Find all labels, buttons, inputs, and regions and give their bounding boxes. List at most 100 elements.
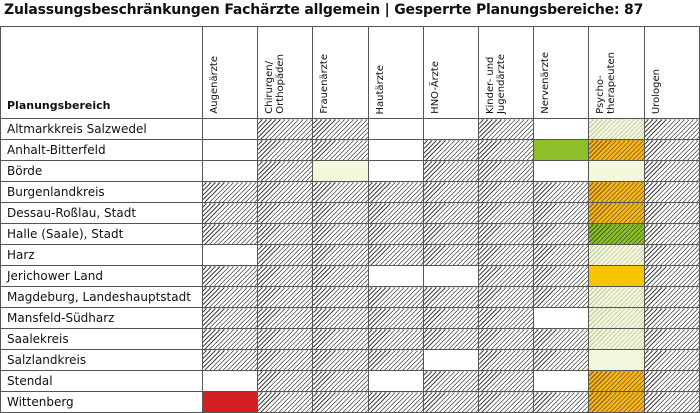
header-row: Planungsbereich Augenärzte Chirurgen/ Ort… bbox=[0, 26, 700, 119]
table-row: Jerichower Land bbox=[0, 265, 700, 287]
status-cell bbox=[201, 349, 259, 371]
table-row: Anhalt-Bitterfeld bbox=[0, 139, 700, 161]
status-cell bbox=[367, 370, 424, 392]
column-header-label: Augenärzte bbox=[208, 56, 220, 114]
status-cell bbox=[257, 391, 314, 413]
table-body: Altmarkkreis Salzwedel Anhalt-Bitterfeld B… bbox=[0, 118, 700, 413]
region-name: Burgenlandkreis bbox=[0, 181, 203, 203]
status-cell bbox=[257, 265, 314, 287]
status-cell bbox=[588, 286, 645, 308]
status-cell bbox=[367, 391, 424, 413]
status-cell bbox=[533, 160, 590, 182]
status-cell bbox=[533, 181, 590, 203]
table-row: Wittenberg bbox=[0, 391, 700, 413]
status-cell bbox=[478, 244, 535, 266]
status-cell bbox=[643, 265, 700, 287]
column-header: Chirurgen/ Orthopäden bbox=[257, 26, 314, 119]
status-cell bbox=[312, 118, 369, 140]
column-header-label: Urologen bbox=[650, 68, 662, 114]
table-row: Altmarkkreis Salzwedel bbox=[0, 118, 700, 140]
status-cell bbox=[312, 244, 369, 266]
status-cell bbox=[312, 223, 369, 245]
status-cell bbox=[201, 307, 259, 329]
status-cell bbox=[533, 139, 590, 161]
status-cell bbox=[478, 286, 535, 308]
status-cell bbox=[422, 181, 480, 203]
status-cell bbox=[533, 349, 590, 371]
region-name: Dessau-Roßlau, Stadt bbox=[0, 202, 203, 224]
status-cell bbox=[312, 265, 369, 287]
status-cell bbox=[312, 139, 369, 161]
status-cell bbox=[643, 286, 700, 308]
status-cell bbox=[588, 202, 645, 224]
table-row: Burgenlandkreis bbox=[0, 181, 700, 203]
status-cell bbox=[422, 118, 480, 140]
status-cell bbox=[367, 286, 424, 308]
status-cell bbox=[367, 160, 424, 182]
status-cell bbox=[312, 181, 369, 203]
status-cell bbox=[422, 202, 480, 224]
column-header: Kinder- und Jugendärzte bbox=[478, 26, 535, 119]
status-cell bbox=[422, 139, 480, 161]
column-header: HNO-Ärzte bbox=[422, 26, 480, 119]
region-name: Wittenberg bbox=[0, 391, 203, 413]
column-header-label: Chirurgen/ Orthopäden bbox=[264, 54, 287, 114]
column-header-label: Hautärzte bbox=[374, 64, 386, 114]
status-cell bbox=[643, 307, 700, 329]
column-header-label: Psycho- therapeuten bbox=[595, 52, 618, 114]
table-row: Salzlandkreis bbox=[0, 349, 700, 371]
region-name: Mansfeld-Südharz bbox=[0, 307, 203, 329]
status-cell bbox=[201, 244, 259, 266]
status-cell bbox=[257, 370, 314, 392]
status-cell bbox=[201, 328, 259, 350]
status-cell bbox=[257, 328, 314, 350]
status-cell bbox=[367, 307, 424, 329]
status-cell bbox=[312, 391, 369, 413]
status-cell bbox=[367, 223, 424, 245]
status-cell bbox=[201, 223, 259, 245]
status-cell bbox=[533, 265, 590, 287]
status-cell bbox=[533, 118, 590, 140]
status-cell bbox=[201, 160, 259, 182]
status-cell bbox=[257, 223, 314, 245]
status-cell bbox=[478, 370, 535, 392]
column-header-label: Kinder- und Jugendärzte bbox=[485, 53, 508, 114]
status-cell bbox=[201, 118, 259, 140]
status-cell bbox=[588, 181, 645, 203]
status-cell bbox=[201, 202, 259, 224]
status-cell bbox=[257, 181, 314, 203]
status-cell bbox=[478, 349, 535, 371]
status-cell bbox=[422, 349, 480, 371]
status-cell bbox=[201, 391, 259, 413]
status-cell bbox=[422, 265, 480, 287]
status-cell bbox=[312, 370, 369, 392]
status-cell bbox=[643, 223, 700, 245]
status-cell bbox=[643, 181, 700, 203]
column-header: Urologen bbox=[643, 26, 700, 119]
status-cell bbox=[367, 181, 424, 203]
status-cell bbox=[201, 370, 259, 392]
status-cell bbox=[643, 118, 700, 140]
status-cell bbox=[588, 118, 645, 140]
status-cell bbox=[422, 370, 480, 392]
region-name: Salzlandkreis bbox=[0, 349, 203, 371]
region-name: Stendal bbox=[0, 370, 203, 392]
table-row: Dessau-Roßlau, Stadt bbox=[0, 202, 700, 224]
status-cell bbox=[312, 286, 369, 308]
status-cell bbox=[478, 181, 535, 203]
status-cell bbox=[588, 328, 645, 350]
planning-table-container: Planungsbereich Augenärzte Chirurgen/ Ort… bbox=[0, 26, 700, 413]
status-cell bbox=[312, 160, 369, 182]
status-cell bbox=[422, 286, 480, 308]
status-cell bbox=[643, 391, 700, 413]
status-cell bbox=[201, 139, 259, 161]
status-cell bbox=[533, 391, 590, 413]
region-name: Jerichower Land bbox=[0, 265, 203, 287]
status-cell bbox=[588, 244, 645, 266]
region-name: Harz bbox=[0, 244, 203, 266]
status-cell bbox=[201, 286, 259, 308]
status-cell bbox=[422, 391, 480, 413]
status-cell bbox=[478, 139, 535, 161]
column-header-label: Frauenärzte bbox=[319, 54, 331, 114]
status-cell bbox=[643, 160, 700, 182]
